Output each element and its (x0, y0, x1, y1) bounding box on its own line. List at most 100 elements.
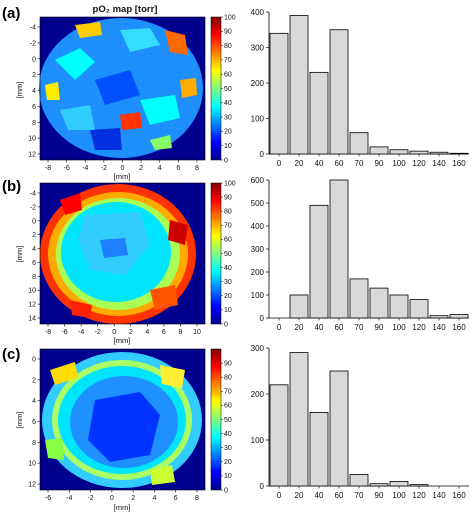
heatmap-c-ytick-label: 8 (32, 440, 36, 447)
heatmap-c-warm-region (150, 465, 175, 485)
heatmap-b-xtick-label: -6 (61, 329, 67, 336)
heatmap-a-ytick-label: -2 (30, 40, 36, 47)
heatmap-c-xtick-label: 2 (131, 495, 135, 502)
heatmap-b-ylabel: [mm] (15, 246, 24, 263)
heatmap-c-ytick-label: 12 (28, 482, 36, 489)
heatmap-a-xtick-label: -6 (64, 165, 70, 172)
histogram-b-ytick-label: 0 (260, 314, 265, 323)
heatmap-c-xlabel: [mm] (114, 503, 131, 512)
histogram-a-xtick-label: 120 (412, 159, 426, 168)
colorbar-a-tick-label: 50 (224, 86, 232, 93)
colorbar-b-tick-label: 0 (224, 321, 228, 328)
histogram-b-bar (449, 314, 469, 319)
heatmap-c-xtick-label: 4 (152, 495, 156, 502)
colorbar-b (210, 182, 222, 325)
heatmap-a-cyan-region (55, 48, 95, 80)
heatmap-c-xtick-label: -6 (45, 495, 51, 502)
colorbar-b-tick-label: 10 (224, 307, 232, 314)
heatmap-b-disk (40, 184, 196, 324)
heatmap-a-cyan-region (120, 28, 160, 52)
colorbar-b-tick-label: 100 (224, 180, 236, 187)
histogram-a-bar (389, 149, 409, 155)
heatmap-b-xtick-label: -8 (45, 329, 51, 336)
heatmap-c-ytick-label: 0 (32, 357, 36, 364)
heatmap-c-core-region (88, 392, 160, 462)
heatmap-c (39, 348, 206, 491)
heatmap-b-ytick-label: 0 (32, 218, 36, 225)
heatmap-b-ytick-label: 4 (32, 246, 36, 253)
histogram-b-bar (369, 287, 389, 319)
heatmap-c-disk (42, 352, 202, 488)
heatmap-c-xtick-label: 0 (110, 495, 114, 502)
histogram-a-bar (309, 71, 329, 155)
heatmap-b-ytick-label: 2 (32, 232, 36, 239)
heatmap-a-xlabel: [mm] (114, 172, 131, 181)
heatmap-c-ticks: -6 -4 -2 0 2 4 6 8 0 2 4 6 8 10 12 (28, 357, 199, 503)
histogram-a-xtick-label: 60 (335, 159, 344, 168)
histogram-a-bar (269, 32, 289, 155)
heatmap-a-hot-region (75, 22, 102, 38)
heatmap-a-xtick-label: 0 (121, 165, 125, 172)
heatmap-a-ytick-label: 8 (32, 120, 36, 127)
colorbar-a-tick-label: 40 (224, 100, 232, 107)
heatmap-b-ytick-label: -4 (30, 191, 36, 198)
heatmap-a-warm-region (150, 135, 172, 150)
histogram-a-bar (289, 15, 309, 155)
heatmap-b-ytick-label: -2 (30, 204, 36, 211)
histogram-a: 0 100 200 300 400 0 20 40 60 70 90 100 120 140 160 (251, 8, 469, 168)
colorbar-c-tick-label: 80 (224, 375, 232, 382)
heatmap-a-xtick-label: 8 (195, 165, 199, 172)
heatmap-b-xtick-label: -4 (78, 329, 84, 336)
heatmap-a-ytick-label: 0 (32, 56, 36, 63)
histogram-b-ytick-label: 200 (251, 268, 265, 277)
heatmap-b-xtick-label: 4 (145, 329, 149, 336)
panel-label-a: (a) (2, 5, 20, 22)
heatmap-c-xtick-label: 8 (195, 495, 199, 502)
heatmap-b (39, 182, 206, 325)
histogram-b-ytick-label: 600 (251, 176, 265, 185)
heatmap-c-xtick-label: -2 (87, 495, 93, 502)
heatmap-b-ticks: -8 -6 -4 -2 0 2 4 6 8 10 -4 -2 0 2 4 6 8 10 12 14 (28, 191, 201, 337)
histogram-c-xtick-label: 120 (412, 491, 426, 500)
histogram-a-xtick-label: 90 (375, 159, 384, 168)
histogram-a-ytick-label: 0 (260, 150, 265, 159)
figure-title: pO₂ map [torr] (93, 4, 158, 15)
histogram-a-bar (369, 146, 389, 155)
histogram-c-xtick-label: 20 (295, 491, 304, 500)
colorbar-a-tick-label: 90 (224, 29, 232, 36)
heatmap-c-ytick-label: 6 (32, 419, 36, 426)
histogram-c-bar (269, 384, 289, 487)
histogram-c-xtick-label: 160 (452, 491, 466, 500)
colorbar-b-tick-label: 50 (224, 251, 232, 258)
colorbar-c-tick-label: 20 (224, 459, 232, 466)
histogram-a-ytick-label: 300 (251, 44, 265, 53)
heatmap-c-xtick-label: -4 (66, 495, 72, 502)
heatmap-a-lowo2-region (90, 128, 122, 150)
heatmap-a-xtick-label: -2 (101, 165, 107, 172)
heatmap-a-ytick-label: 10 (28, 136, 36, 143)
histogram-b-ytick-label: 300 (251, 245, 265, 254)
heatmap-a-disk (39, 18, 203, 158)
histogram-a-xtick-label: 100 (392, 159, 406, 168)
histogram-b-bar (429, 315, 449, 319)
histogram-b-xtick-label: 70 (355, 323, 364, 332)
heatmap-a-xtick-label: -8 (45, 165, 51, 172)
colorbar-b-tick-label: 80 (224, 209, 232, 216)
colorbar-a (210, 16, 222, 161)
histogram-c-bar (369, 483, 389, 487)
histogram-b-ytick-label: 400 (251, 222, 265, 231)
colorbar-c-tick-label: 10 (224, 473, 232, 480)
heatmap-b-hot-region (168, 220, 188, 245)
histogram-a-xtick-label: 160 (452, 159, 466, 168)
heatmap-a-ylabel: [mm] (15, 82, 24, 99)
heatmap-b-xlabel: [mm] (114, 336, 131, 345)
histogram-b-bar (389, 294, 409, 319)
histogram-a-bar (329, 29, 349, 155)
colorbar-b-tick-label: 20 (224, 293, 232, 300)
colorbar-a-tick-label: 100 (224, 14, 236, 21)
heatmap-a-xtick-label: -4 (82, 165, 88, 172)
histogram-b-xtick-label: 90 (375, 323, 384, 332)
histogram-b-xtick-label: 100 (392, 323, 406, 332)
heatmap-b-ytick-label: 8 (32, 274, 36, 281)
